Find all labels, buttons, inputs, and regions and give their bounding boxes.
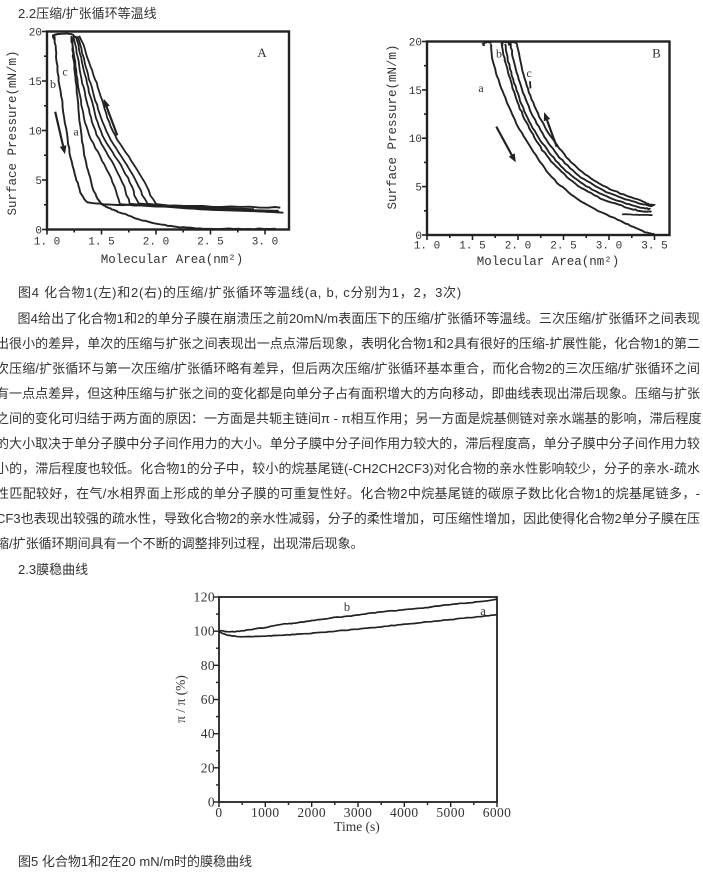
svg-text:a: a [480,604,486,618]
svg-text:Surface Pressure(mN/m): Surface Pressure(mN/m) [386,44,400,209]
svg-text:π / π (%): π / π (%) [173,675,188,723]
svg-text:6000: 6000 [483,805,512,820]
svg-text:b: b [344,600,350,614]
svg-text:2. 0: 2. 0 [143,237,169,249]
svg-text:0: 0 [35,226,42,238]
svg-text:A: A [257,45,267,60]
svg-text:20: 20 [201,760,215,775]
svg-text:15: 15 [409,86,422,98]
svg-text:20: 20 [409,38,422,50]
svg-text:c: c [62,65,67,79]
svg-text:Surface Pressure(mN/m): Surface Pressure(mN/m) [6,50,20,215]
svg-text:0: 0 [215,805,222,820]
svg-text:b: b [50,77,56,91]
svg-text:60: 60 [201,692,215,707]
svg-text:40: 40 [201,726,215,741]
svg-text:Molecular Area(nm²): Molecular Area(nm²) [477,255,620,269]
svg-text:10: 10 [29,127,42,139]
svg-text:80: 80 [201,658,215,673]
svg-text:5: 5 [415,183,422,195]
svg-text:a: a [73,125,79,139]
svg-text:1000: 1000 [251,805,280,820]
svg-text:4000: 4000 [390,805,419,820]
svg-text:2000: 2000 [297,805,326,820]
svg-text:15: 15 [29,77,42,89]
svg-text:3. 0: 3. 0 [252,237,278,249]
svg-text:Molecular Area(nm²): Molecular Area(nm²) [101,253,244,267]
svg-text:Time (s): Time (s) [334,819,380,834]
svg-text:2. 5: 2. 5 [197,237,223,249]
svg-text:1. 0: 1. 0 [414,241,440,253]
svg-text:0: 0 [208,795,215,810]
svg-text:2. 0: 2. 0 [505,241,531,253]
svg-text:3. 5: 3. 5 [641,241,667,253]
svg-text:0: 0 [415,231,422,243]
svg-text:1. 0: 1. 0 [34,237,60,249]
svg-text:5: 5 [35,176,42,188]
svg-text:1. 5: 1. 5 [88,237,114,249]
svg-text:a: a [478,81,484,95]
svg-text:1. 5: 1. 5 [459,241,485,253]
svg-text:5000: 5000 [436,805,465,820]
svg-text:B: B [652,46,661,61]
svg-text:3000: 3000 [344,805,373,820]
svg-text:10: 10 [409,134,422,146]
svg-text:120: 120 [194,590,215,605]
svg-text:c: c [526,66,531,80]
svg-text:100: 100 [194,624,215,639]
svg-text:2. 5: 2. 5 [550,241,576,253]
svg-text:20: 20 [29,28,42,40]
svg-text:3. 0: 3. 0 [596,241,622,253]
svg-text:b: b [496,47,502,61]
